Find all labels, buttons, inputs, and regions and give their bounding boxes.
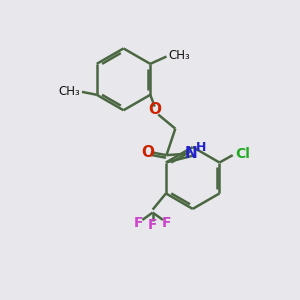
Text: CH₃: CH₃ xyxy=(58,85,80,98)
Text: N: N xyxy=(185,146,198,161)
Text: F: F xyxy=(134,216,143,230)
Text: O: O xyxy=(148,102,161,117)
Text: F: F xyxy=(162,216,172,230)
Text: O: O xyxy=(141,145,154,160)
Text: Cl: Cl xyxy=(236,147,250,161)
Text: H: H xyxy=(196,141,206,154)
Text: CH₃: CH₃ xyxy=(169,49,190,62)
Text: F: F xyxy=(148,218,158,232)
